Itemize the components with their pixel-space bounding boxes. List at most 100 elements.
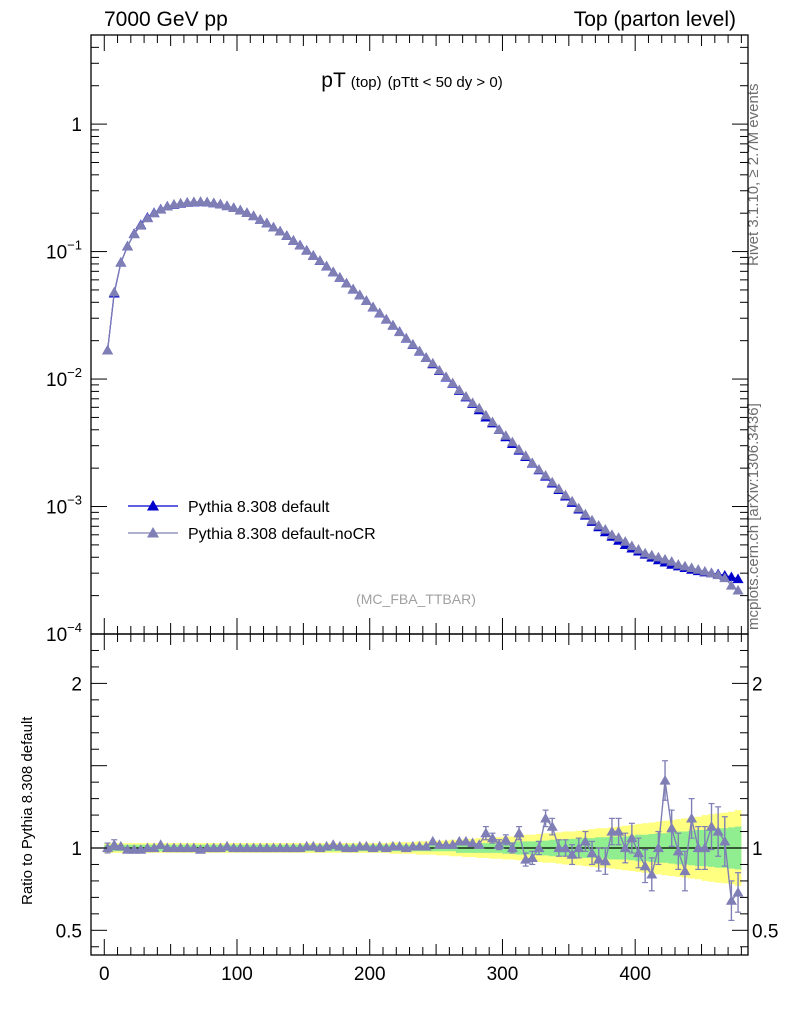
ratio-y-tick-label-right: 0.5 bbox=[752, 921, 778, 942]
main-series-1-point bbox=[407, 338, 419, 349]
main-series-1-point bbox=[686, 562, 698, 573]
main-series-1-point bbox=[500, 430, 512, 440]
main-series-1-point bbox=[652, 551, 664, 562]
main-series-1-point bbox=[122, 240, 133, 251]
x-tick-label: 200 bbox=[354, 964, 386, 985]
ratio-series-point bbox=[599, 855, 611, 866]
ratio-series-point bbox=[699, 842, 711, 853]
ratio-y-tick-label-right: 1 bbox=[752, 839, 763, 860]
main-series-1-point bbox=[599, 524, 611, 534]
ratio-series-point bbox=[307, 840, 319, 851]
main-series-1-point bbox=[579, 508, 591, 519]
ratio-series-point bbox=[725, 895, 737, 905]
ratio-series-point bbox=[493, 839, 505, 849]
main-series-1-point bbox=[487, 416, 498, 427]
main-series-1-point bbox=[520, 450, 532, 460]
ratio-y-tick-label-left: 0.5 bbox=[56, 921, 82, 942]
ratio-series-point bbox=[102, 842, 114, 853]
main-series-0-point bbox=[732, 573, 744, 584]
main-series-1-point bbox=[228, 202, 240, 213]
main-y-tick-label: 1 bbox=[71, 115, 82, 136]
main-series-1-point bbox=[108, 286, 120, 297]
ratio-series-point bbox=[360, 840, 372, 851]
main-y-tick-label: 10−3 bbox=[46, 493, 82, 519]
ratio-series-point bbox=[533, 842, 545, 853]
main-series-1-point bbox=[374, 307, 386, 318]
ratio-series-point bbox=[560, 842, 571, 853]
main-series-1-point bbox=[526, 457, 538, 467]
ratio-series-point bbox=[679, 865, 691, 876]
main-series-1-point bbox=[672, 559, 684, 569]
ratio-series-point bbox=[115, 840, 127, 851]
main-series-1-point bbox=[626, 540, 638, 551]
main-series-1-point bbox=[274, 225, 286, 236]
main-y-tick-label: 10−4 bbox=[46, 620, 82, 646]
main-series-1-point bbox=[573, 502, 585, 513]
ratio-series-point bbox=[672, 845, 684, 856]
ratio-series-point bbox=[566, 849, 578, 859]
ratio-series-point bbox=[646, 868, 658, 879]
main-series-1-point bbox=[666, 556, 678, 566]
main-series-1-point bbox=[719, 572, 731, 583]
ratio-series-point bbox=[467, 837, 479, 848]
ratio-series-point bbox=[447, 839, 459, 849]
main-y-tick-label-base: 1 bbox=[71, 115, 82, 136]
ratio-series-point bbox=[513, 827, 525, 838]
ratio-series-point bbox=[394, 840, 406, 851]
main-series-1-point bbox=[619, 536, 631, 546]
main-series-1-point bbox=[460, 390, 472, 401]
main-series-1-point bbox=[506, 436, 518, 447]
main-series-line-0 bbox=[107, 201, 739, 580]
main-series-1-point bbox=[560, 489, 571, 500]
main-series-1-point bbox=[420, 352, 432, 362]
main-series-1-point bbox=[493, 424, 505, 434]
main-series-1-point bbox=[294, 239, 306, 250]
ratio-series-point bbox=[732, 886, 744, 897]
main-series-1-point bbox=[221, 200, 233, 211]
main-series-1-point bbox=[241, 207, 253, 218]
main-series-1-point bbox=[553, 483, 565, 493]
ratio-series-point bbox=[659, 775, 671, 785]
main-series-1-point bbox=[135, 220, 147, 230]
main-series-1-point bbox=[214, 198, 226, 209]
main-series-1-point bbox=[387, 319, 399, 330]
chart-title: pT (top) (pTtt < 50 dy > 0) bbox=[321, 69, 502, 92]
analysis-watermark: (MC_FBA_TTBAR) bbox=[356, 591, 476, 607]
ratio-y-tick-label-left: 1 bbox=[71, 839, 82, 860]
main-series-1-point bbox=[613, 532, 625, 542]
ratio-series-point bbox=[573, 842, 585, 853]
main-y-tick-label-exp: −1 bbox=[67, 238, 82, 253]
main-series-1-point bbox=[606, 529, 618, 539]
main-series-1-point bbox=[347, 283, 359, 294]
ratio-series-point bbox=[613, 826, 625, 836]
main-series-1-point bbox=[141, 212, 153, 223]
main-series-1-point bbox=[195, 196, 206, 206]
main-series-1-point bbox=[360, 295, 372, 306]
main-y-tick-label-exp: −2 bbox=[67, 365, 82, 380]
legend-marker bbox=[147, 500, 159, 511]
main-series-1-point bbox=[102, 344, 114, 355]
ratio-y-tick-label-right: 2 bbox=[752, 674, 763, 695]
main-series-1-point bbox=[593, 519, 605, 530]
legend-entry-0: Pythia 8.308 default bbox=[128, 499, 330, 516]
main-series-1-point bbox=[546, 476, 558, 487]
ratio-series-point bbox=[155, 839, 167, 849]
ratio-series-point bbox=[546, 821, 558, 831]
main-series-1-point bbox=[301, 244, 313, 255]
ratio-series-point bbox=[579, 835, 591, 846]
x-tick-label: 300 bbox=[487, 964, 519, 985]
ratio-series-point bbox=[626, 832, 638, 843]
main-series-1-point bbox=[633, 544, 644, 554]
main-series-1-point bbox=[639, 547, 651, 558]
ratio-series-point bbox=[586, 847, 598, 858]
ratio-series-point bbox=[148, 842, 160, 853]
ratio-series-point bbox=[633, 847, 644, 858]
ratio-plot-frame bbox=[90, 633, 749, 956]
x-tick-label: 0 bbox=[99, 964, 110, 985]
ratio-y-tick-label-left: 2 bbox=[71, 674, 82, 695]
chart-title-suffix: (top) bbox=[351, 74, 382, 91]
ratio-series-point bbox=[619, 842, 631, 853]
main-y-tick-label-base: 10 bbox=[46, 498, 67, 519]
chart-subtitle: (pTtt < 50 dy > 0) bbox=[388, 74, 503, 91]
